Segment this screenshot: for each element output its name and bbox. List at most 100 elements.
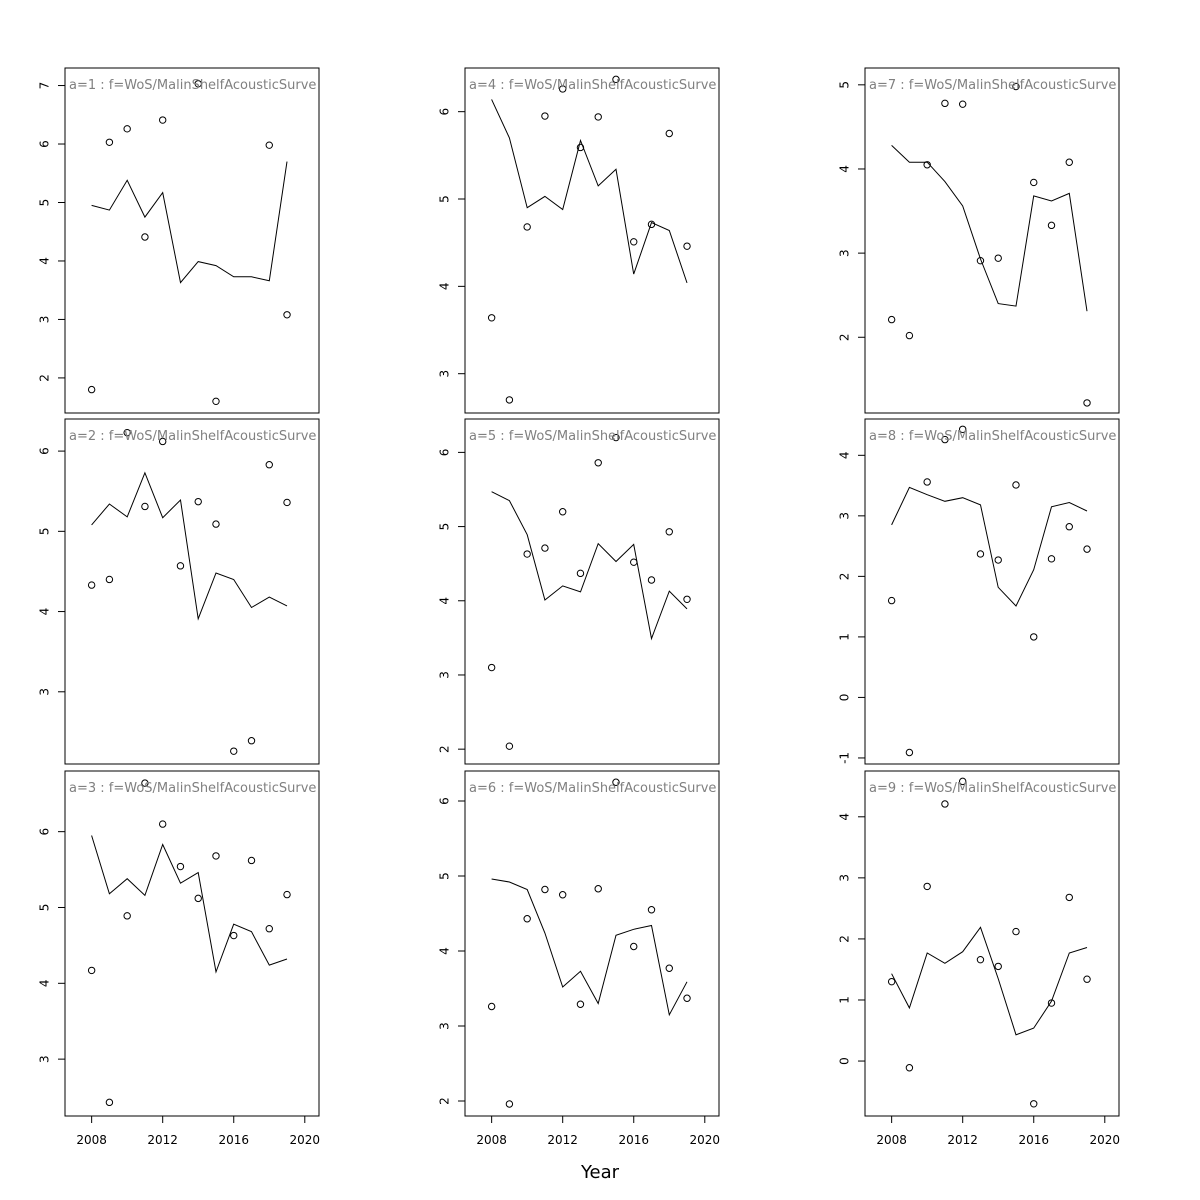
- y-tick-label: 4: [438, 283, 452, 291]
- data-point: [194, 894, 202, 903]
- series-line: [491, 491, 688, 641]
- data-point: [212, 852, 220, 860]
- data-point: [905, 1064, 914, 1072]
- x-axis-label: Year: [580, 1162, 620, 1183]
- data-point: [1030, 1100, 1038, 1108]
- data-point: [1083, 975, 1091, 983]
- series-line: [491, 878, 688, 1017]
- data-point: [523, 915, 531, 923]
- panel-7: 2 3 4 5 a=7 : f=WoS/MalinShelfAcousticSurve: [838, 67, 1120, 414]
- series-line: [891, 486, 1088, 607]
- data-point: [905, 331, 914, 340]
- panel-frame: [464, 67, 720, 414]
- y-tick-label: 0: [838, 1057, 852, 1065]
- y-tick-label: 5: [438, 523, 452, 531]
- data-point: [976, 955, 985, 964]
- x-tick-label: 2012: [147, 1133, 178, 1147]
- panels-layer: 2 3 4 5 6 7 a=1 : f=WoS/MalinShelfAcousticSurv…: [38, 67, 1121, 1147]
- y-tick-label: 3: [38, 1055, 52, 1063]
- data-point: [283, 311, 291, 319]
- panel-contents: a=8 : f=WoS/MalinShelfAcousticSurve: [869, 425, 1116, 757]
- data-point: [176, 862, 185, 871]
- panel-contents: a=4 : f=WoS/MalinShelfAcousticSurve: [469, 75, 716, 404]
- panel-contents: a=9 : f=WoS/MalinShelfAcousticSurve: [869, 777, 1116, 1108]
- data-point: [123, 428, 131, 437]
- panel-2: 3 4 5 6 a=2 : f=WoS/MalinShelfAcousticSurve: [38, 418, 320, 765]
- y-tick-label: 4: [838, 451, 852, 459]
- data-point: [941, 435, 949, 444]
- data-point: [141, 233, 149, 241]
- data-point: [612, 433, 620, 442]
- data-point: [265, 925, 273, 933]
- panel-label: a=3 : f=WoS/MalinShelfAcousticSurve: [69, 781, 316, 796]
- y-tick-label: 2: [838, 333, 852, 341]
- y-tick-label: 2: [838, 573, 852, 581]
- y-tick-label: 3: [38, 316, 52, 324]
- data-point: [958, 777, 967, 786]
- panel-label: a=2 : f=WoS/MalinShelfAcousticSurve: [69, 429, 316, 444]
- y-tick-label: 6: [38, 828, 52, 836]
- data-point: [1030, 178, 1038, 187]
- x-tick-label: 2008: [476, 1133, 507, 1147]
- panel-contents: a=5 : f=WoS/MalinShelfAcousticSurve: [469, 429, 716, 750]
- data-point: [212, 397, 220, 406]
- y-tick-label: 1: [838, 633, 852, 641]
- data-point: [665, 964, 673, 972]
- data-point: [230, 931, 238, 940]
- y-tick-label: 2: [38, 374, 52, 382]
- data-point: [105, 1098, 114, 1107]
- data-point: [1030, 633, 1038, 641]
- panel-frame: [64, 770, 320, 1117]
- y-tick-label: 0: [838, 694, 852, 702]
- data-point: [141, 502, 149, 511]
- data-point: [505, 1100, 514, 1108]
- data-point: [887, 315, 896, 324]
- data-point: [612, 778, 620, 786]
- data-point: [158, 116, 167, 124]
- x-tick-label: 2020: [1090, 1133, 1121, 1147]
- y-tick-label: 4: [38, 608, 52, 616]
- data-point: [105, 138, 114, 146]
- data-point: [87, 385, 96, 394]
- panel-label: a=7 : f=WoS/MalinShelfAcousticSurve: [869, 78, 1116, 93]
- data-point: [158, 820, 167, 828]
- data-point: [647, 220, 656, 229]
- data-point: [647, 576, 656, 584]
- panel-label: a=4 : f=WoS/MalinShelfAcousticSurve: [469, 78, 716, 93]
- panel-frame: [64, 418, 320, 765]
- data-point: [505, 396, 514, 404]
- panel-6: 2 3 4 5 6 2008 2012 2016 2020 a=6 : f=WoS/MalinSh…: [438, 770, 720, 1147]
- data-point: [123, 125, 131, 133]
- y-tick-label: 6: [438, 449, 452, 457]
- data-point: [630, 558, 638, 566]
- data-point: [576, 1000, 585, 1008]
- series-line: [91, 471, 288, 621]
- y-tick-label: 5: [838, 81, 852, 89]
- series-line: [91, 161, 288, 284]
- data-point: [958, 100, 967, 108]
- data-point: [1047, 555, 1056, 563]
- data-point: [576, 143, 585, 152]
- panel-frame: [64, 67, 320, 414]
- y-tick-label: 3: [438, 1022, 452, 1030]
- data-point: [630, 942, 638, 951]
- panel-3: 3 4 5 6 2008 2012 2016 2020 a=3 : f=WoS/MalinShe…: [38, 770, 320, 1147]
- y-tick-label: 6: [38, 140, 52, 148]
- data-point: [923, 161, 931, 169]
- data-point: [630, 238, 638, 246]
- data-point: [1083, 399, 1091, 407]
- y-tick-label: 2: [838, 935, 852, 943]
- y-tick-label: 5: [438, 195, 452, 203]
- data-point: [994, 556, 1002, 564]
- y-tick-label: 3: [838, 512, 852, 520]
- panel-label: a=5 : f=WoS/MalinShelfAcousticSurve: [469, 429, 716, 444]
- data-point: [523, 550, 531, 558]
- data-point: [194, 497, 202, 506]
- data-point: [1065, 893, 1073, 902]
- x-tick-label: 2012: [547, 1133, 578, 1147]
- y-tick-label: 3: [438, 671, 452, 679]
- data-point: [487, 663, 496, 672]
- panel-label: a=1 : f=WoS/MalinShelfAcousticSurve: [69, 78, 316, 93]
- data-point: [87, 581, 96, 589]
